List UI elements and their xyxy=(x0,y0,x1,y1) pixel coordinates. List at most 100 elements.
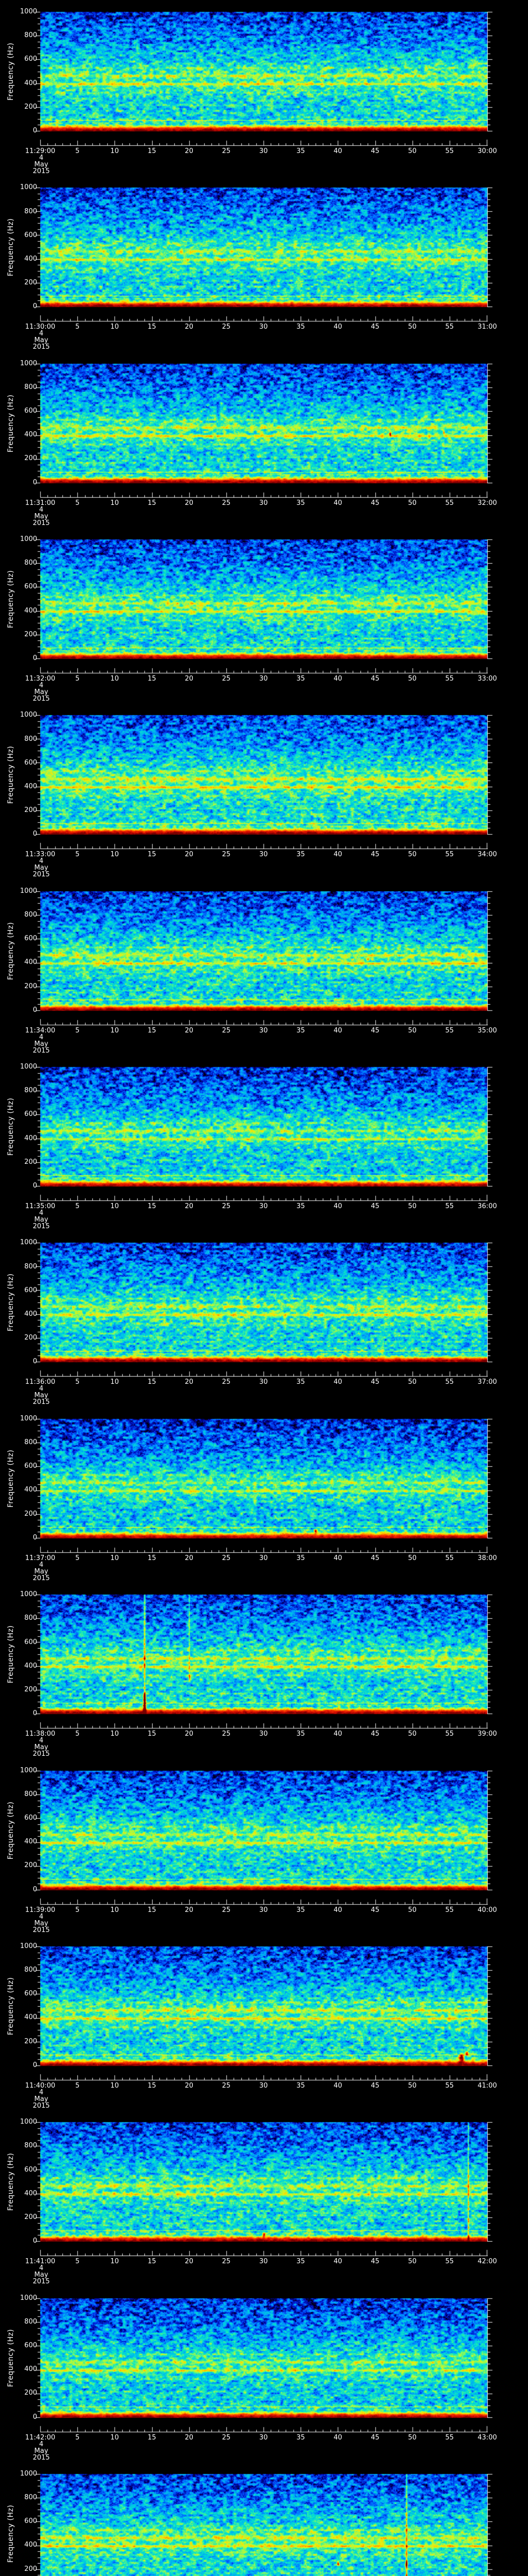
y-axis-title: Frequency (Hz) xyxy=(7,394,15,452)
x-axis-start-time: 11:30:00 xyxy=(25,323,56,331)
y-tick-label: 0 xyxy=(32,830,37,838)
y-tick-label: 1000 xyxy=(20,2294,37,2302)
spectrogram-canvas xyxy=(0,2110,528,2287)
x-tick-label: 10 xyxy=(110,1202,119,1211)
x-tick-label: 35 xyxy=(296,1026,305,1035)
y-tick-label: 0 xyxy=(32,2061,37,2069)
x-tick-label: 20 xyxy=(185,147,193,155)
date-month: May xyxy=(34,336,48,345)
date-month: May xyxy=(34,2271,48,2279)
x-tick-label: 50 xyxy=(408,323,417,331)
x-tick-label: 35 xyxy=(296,147,305,155)
x-tick-label: 5 xyxy=(75,323,80,331)
y-tick-label: 0 xyxy=(32,1885,37,1893)
x-tick-label: 55 xyxy=(445,499,454,507)
y-axis-title: Frequency (Hz) xyxy=(7,570,15,629)
x-tick-label: 20 xyxy=(185,1378,193,1386)
x-tick-label: 10 xyxy=(110,851,119,859)
x-axis-end-time: 30:00 xyxy=(477,147,497,155)
x-tick-label: 15 xyxy=(147,1026,156,1035)
x-axis-start-time: 11:42:00 xyxy=(25,2433,56,2442)
y-tick-label: 600 xyxy=(24,231,37,239)
date-month: May xyxy=(34,688,48,697)
x-tick-label: 45 xyxy=(371,1026,380,1035)
y-tick-label: 0 xyxy=(32,1182,37,1190)
x-axis-start-time: 11:29:00 xyxy=(25,147,56,155)
x-tick-label: 35 xyxy=(296,2258,305,2266)
y-tick-label: 200 xyxy=(24,2389,37,2397)
y-tick-label: 800 xyxy=(24,910,37,919)
x-tick-label: 15 xyxy=(147,1202,156,1211)
x-tick-label: 20 xyxy=(185,675,193,683)
date-day: 4 xyxy=(39,1385,44,1393)
y-axis-title: Frequency (Hz) xyxy=(7,218,15,277)
spectrogram-panel: Frequency (Hz) 1000 800 600 400 200 0 5 10 15 20… xyxy=(0,528,528,704)
y-tick-label: 200 xyxy=(24,279,37,287)
x-tick-label: 30 xyxy=(259,851,268,859)
date-day: 4 xyxy=(39,682,44,690)
x-tick-label: 45 xyxy=(371,2258,380,2266)
x-axis-end-time: 38:00 xyxy=(477,1554,497,1562)
x-tick-label: 5 xyxy=(75,675,80,683)
spectrogram-panel: Frequency (Hz) 1000 800 600 400 200 0 5 10 15 20… xyxy=(0,2110,528,2287)
date-month: May xyxy=(34,1567,48,1575)
x-tick-label: 30 xyxy=(259,1202,268,1211)
date-day: 4 xyxy=(39,154,44,162)
y-tick-label: 1000 xyxy=(20,711,37,719)
x-tick-label: 10 xyxy=(110,2433,119,2442)
x-tick-label: 10 xyxy=(110,323,119,331)
x-tick-label: 45 xyxy=(371,1554,380,1562)
x-tick-label: 25 xyxy=(222,1730,231,1738)
y-tick-label: 1000 xyxy=(20,887,37,895)
y-axis-title: Frequency (Hz) xyxy=(7,1449,15,1508)
x-axis-start-time: 11:35:00 xyxy=(25,1202,56,1211)
x-tick-label: 25 xyxy=(222,1906,231,1914)
y-tick-label: 0 xyxy=(32,2413,37,2421)
x-tick-label: 55 xyxy=(445,2258,454,2266)
x-axis-start-time: 11:39:00 xyxy=(25,1906,56,1914)
x-tick-label: 30 xyxy=(259,1378,268,1386)
y-tick-label: 1000 xyxy=(20,1766,37,1774)
x-axis-end-time: 41:00 xyxy=(477,2081,497,2090)
x-tick-label: 40 xyxy=(334,1906,342,1914)
y-tick-label: 1000 xyxy=(20,2118,37,2126)
y-tick-label: 200 xyxy=(24,1510,37,1518)
spectrogram-canvas xyxy=(0,1758,528,1935)
date-year: 2015 xyxy=(32,1046,50,1055)
x-tick-label: 10 xyxy=(110,147,119,155)
x-tick-label: 5 xyxy=(75,851,80,859)
date-month: May xyxy=(34,161,48,168)
x-axis-end-time: 33:00 xyxy=(477,675,497,683)
y-tick-label: 600 xyxy=(24,55,37,63)
date-day: 4 xyxy=(39,2440,44,2448)
x-tick-label: 15 xyxy=(147,2081,156,2090)
date-day: 4 xyxy=(39,505,44,514)
x-tick-label: 35 xyxy=(296,2433,305,2442)
x-axis-start-time: 11:37:00 xyxy=(25,1554,56,1562)
date-month: May xyxy=(34,512,48,520)
x-tick-label: 45 xyxy=(371,851,380,859)
y-tick-label: 400 xyxy=(24,1134,37,1142)
x-tick-label: 50 xyxy=(408,1378,417,1386)
y-tick-label: 1000 xyxy=(20,1414,37,1422)
x-tick-label: 10 xyxy=(110,2258,119,2266)
x-axis-end-time: 40:00 xyxy=(477,1906,497,1914)
date-month: May xyxy=(34,864,48,872)
spectrogram-panel: Frequency (Hz) 1000 800 600 400 200 0 5 10 15 20… xyxy=(0,1934,528,2111)
y-tick-label: 400 xyxy=(24,2189,37,2197)
y-axis-title: Frequency (Hz) xyxy=(7,1097,15,1156)
y-tick-label: 400 xyxy=(24,2365,37,2374)
x-axis-end-time: 35:00 xyxy=(477,1026,497,1035)
y-tick-label: 200 xyxy=(24,806,37,815)
y-tick-label: 0 xyxy=(32,1533,37,1541)
y-tick-label: 1000 xyxy=(20,8,37,15)
x-tick-label: 10 xyxy=(110,1378,119,1386)
x-tick-label: 35 xyxy=(296,1730,305,1738)
x-tick-label: 25 xyxy=(222,1378,231,1386)
x-tick-label: 30 xyxy=(259,323,268,331)
x-axis-end-time: 36:00 xyxy=(477,1202,497,1211)
x-tick-label: 30 xyxy=(259,1730,268,1738)
x-axis-end-time: 31:00 xyxy=(477,323,497,331)
date-year: 2015 xyxy=(32,695,50,703)
date-month: May xyxy=(34,2095,48,2103)
